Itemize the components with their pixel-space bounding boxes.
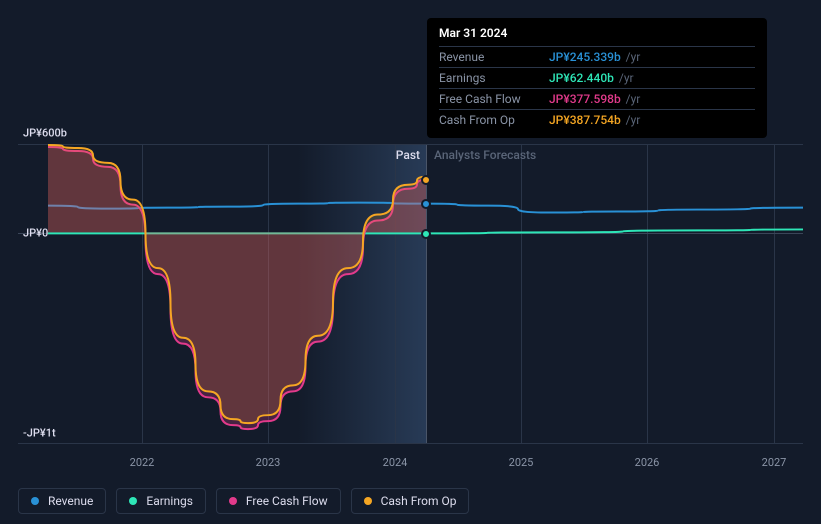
tooltip-row: Revenue JP¥245.339b /yr	[439, 46, 755, 67]
marker-earnings	[421, 229, 431, 239]
tooltip-row-unit: /yr	[623, 113, 641, 127]
tooltip-row-value: JP¥377.598b	[549, 92, 621, 106]
y-axis-label: JP¥600b	[23, 127, 67, 140]
tooltip-row-unit: /yr	[616, 71, 634, 85]
tooltip-row-unit: /yr	[623, 92, 641, 106]
tooltip-row-label: Free Cash Flow	[439, 92, 531, 106]
tooltip-rows: Revenue JP¥245.339b /yr Earnings JP¥62.440b…	[439, 46, 755, 130]
marker-cfo	[421, 175, 431, 185]
legend-label: Revenue	[48, 494, 93, 508]
tooltip-row-label: Cash From Op	[439, 113, 531, 127]
tooltip-row-value: JP¥245.339b	[549, 50, 621, 64]
y-axis-label: JP¥0	[23, 227, 48, 240]
tooltip-date: Mar 31 2024	[439, 26, 755, 46]
tooltip-row: Free Cash Flow JP¥377.598b /yr	[439, 88, 755, 109]
marker-revenue	[421, 199, 431, 209]
chart-tooltip: Mar 31 2024 RevenueJP¥245.339b /yrEarnin…	[427, 18, 767, 138]
legend-dot-icon	[31, 497, 39, 505]
region-label-forecast: Analysts Forecasts	[434, 148, 536, 162]
legend-dot-icon	[129, 497, 137, 505]
tooltip-row-label: Earnings	[439, 71, 531, 85]
legend-label: Earnings	[146, 494, 193, 508]
legend-label: Cash From Op	[381, 494, 457, 508]
plot-area[interactable]: JP¥600bJP¥0-JP¥1t	[18, 144, 803, 444]
x-axis-label: 2025	[509, 456, 534, 469]
region-label-past: Past	[396, 148, 420, 162]
x-axis-label: 2026	[635, 456, 660, 469]
x-axis-label: 2022	[130, 456, 155, 469]
legend-item-cfo[interactable]: Cash From Op	[351, 488, 470, 514]
tooltip-row: Cash From Op JP¥387.754b /yr	[439, 109, 755, 130]
tooltip-row-unit: /yr	[623, 50, 641, 64]
legend-dot-icon	[364, 497, 372, 505]
legend-item-earnings[interactable]: Earnings	[116, 488, 206, 514]
y-axis-label: -JP¥1t	[23, 427, 56, 440]
tooltip-row-value: JP¥387.754b	[549, 113, 621, 127]
legend-label: Free Cash Flow	[246, 494, 328, 508]
legend-item-fcf[interactable]: Free Cash Flow	[216, 488, 341, 514]
x-axis-label: 2023	[256, 456, 281, 469]
tooltip-row-value: JP¥62.440b	[549, 71, 614, 85]
legend-item-revenue[interactable]: Revenue	[18, 488, 106, 514]
chart-legend: Revenue Earnings Free Cash Flow Cash From O…	[18, 488, 469, 514]
x-axis-label: 2024	[383, 456, 408, 469]
x-axis-label: 2027	[762, 456, 787, 469]
tooltip-row: Earnings JP¥62.440b /yr	[439, 67, 755, 88]
legend-dot-icon	[229, 497, 237, 505]
tooltip-row-label: Revenue	[439, 50, 531, 64]
